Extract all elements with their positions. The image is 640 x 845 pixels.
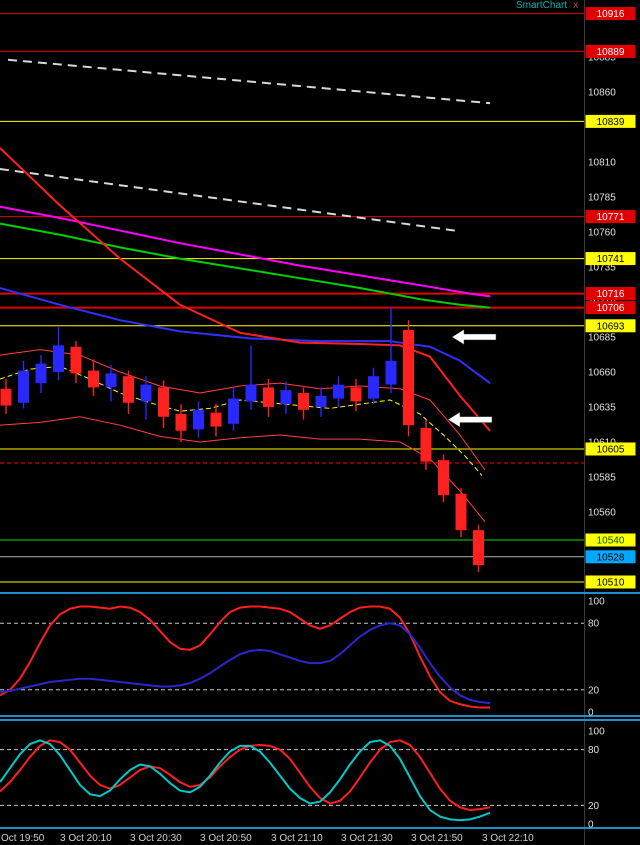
candle-body-27	[473, 530, 484, 566]
price-axis-label-10810: 10810	[588, 157, 616, 168]
oscillator-lower-cyan-line	[0, 739, 491, 822]
candle-body-0	[0, 388, 12, 406]
candle-body-18	[315, 395, 327, 407]
price-badge-10540	[585, 533, 636, 547]
oscillator-upper-scale-label-100: 100	[588, 597, 605, 608]
ma-magenta	[0, 205, 491, 298]
candle-body-15	[263, 387, 274, 407]
ma-yellow-fast	[0, 365, 483, 476]
price-badge-10771	[585, 210, 636, 224]
price-axis-label-10860: 10860	[588, 87, 616, 98]
candle-body-13	[228, 398, 239, 424]
candle-body-24	[420, 427, 432, 462]
oscillator-upper-blue-line	[0, 622, 491, 705]
candle-body-12	[210, 412, 222, 427]
price-badge-10605	[585, 442, 636, 456]
candle-body-2	[35, 363, 47, 384]
price-badge-10510	[585, 575, 636, 589]
main-chart-area[interactable]	[0, 13, 584, 583]
price-badge-label-10916: 10916	[597, 9, 625, 20]
price-badge-label-10771: 10771	[597, 212, 625, 223]
price-badge-label-10889: 10889	[597, 47, 625, 58]
price-badge-label-10605: 10605	[597, 444, 625, 455]
time-label-3-oct-22-10: 3 Oct 22:10	[482, 833, 534, 844]
window-title: SmartChart	[516, 0, 568, 11]
price-axis-label-10760: 10760	[588, 227, 616, 238]
candle-body-26	[455, 493, 467, 531]
price-badge-label-10706: 10706	[597, 303, 625, 314]
time-label-3-oct-21-50: 3 Oct 21:50	[411, 833, 463, 844]
close-icon[interactable]: x	[573, 0, 579, 11]
oscillator-upper-scale-label-80: 80	[588, 619, 600, 630]
candle-body-6	[105, 373, 117, 388]
price-badge-10741	[585, 252, 636, 266]
chart-titlebar: SmartChart x	[516, 0, 578, 11]
price-badge-10839	[585, 114, 636, 128]
oscillator-upper-scale-label-0: 0	[588, 708, 594, 719]
time-label-3-oct-21-10: 3 Oct 21:10	[271, 833, 323, 844]
time-label-3-oct-20-50: 3 Oct 20:50	[200, 833, 252, 844]
price-badge-10716	[585, 287, 636, 301]
price-badge-label-10540: 10540	[597, 535, 625, 546]
oscillator-lower-scale-label-100: 100	[588, 727, 605, 738]
price-badge-10693	[585, 319, 636, 333]
candle-body-3	[53, 345, 64, 372]
price-axis-label-10660: 10660	[588, 367, 616, 378]
candle-body-9	[158, 387, 169, 417]
oscillator-upper-red-line	[0, 605, 490, 709]
price-badge-10528	[585, 550, 636, 564]
time-label-3-oct-20-10: 3 Oct 20:10	[60, 833, 112, 844]
price-axis-label-10785: 10785	[588, 192, 616, 203]
time-label-3-oct-21-30: 3 Oct 21:30	[341, 833, 393, 844]
candle-body-19	[333, 384, 344, 399]
candle-body-11	[193, 409, 204, 430]
oscillator-lower-scale-label-20: 20	[588, 801, 600, 812]
oscillator-lower-scale-label-0: 0	[588, 820, 594, 831]
candle-body-4	[70, 346, 82, 374]
price-axis-label-10735: 10735	[588, 262, 616, 273]
price-badge-label-10510: 10510	[597, 577, 625, 588]
time-label-oct-19-50: Oct 19:50	[1, 833, 45, 844]
candle-body-16	[280, 390, 292, 405]
price-badge-label-10741: 10741	[597, 254, 625, 265]
candle-body-22	[385, 360, 397, 385]
candle-body-10	[175, 413, 187, 431]
left-arrow-icon-2[interactable]	[447, 411, 493, 428]
candle-body-21	[368, 376, 379, 399]
band-red-lower	[0, 416, 486, 523]
candle-body-14	[245, 384, 257, 402]
candle-body-25	[438, 460, 449, 496]
candle-body-20	[350, 387, 362, 402]
oscillator-upper-scale-label-20: 20	[588, 685, 600, 696]
candle-body-17	[298, 392, 309, 410]
price-badge-label-10528: 10528	[597, 552, 625, 563]
price-badge-label-10716: 10716	[597, 289, 625, 300]
ma-green	[0, 222, 491, 309]
price-badge-10916	[585, 7, 636, 21]
trendline-upper	[7, 58, 491, 105]
price-badge-label-10693: 10693	[597, 321, 625, 332]
price-axis-label-10560: 10560	[588, 507, 616, 518]
candle-body-23	[403, 329, 414, 426]
price-axis-label-10585: 10585	[588, 472, 616, 483]
oscillator-lower-red-line	[0, 739, 491, 812]
price-axis-label-10635: 10635	[588, 402, 616, 413]
ma-red-slow	[0, 147, 491, 432]
oscillator-lower-scale-label-80: 80	[588, 745, 600, 756]
price-axis-label-10685: 10685	[588, 332, 616, 343]
candle-body-8	[140, 384, 152, 402]
price-axis-label-10885: 10885	[588, 52, 616, 63]
price-badge-10706	[585, 301, 636, 315]
price-badge-label-10839: 10839	[597, 117, 625, 128]
candle-body-5	[88, 370, 99, 388]
price-badge-10889	[585, 44, 636, 58]
trendline-lower	[0, 167, 456, 232]
candle-body-7	[123, 376, 134, 403]
time-label-3-oct-20-30: 3 Oct 20:30	[130, 833, 182, 844]
band-red-upper	[0, 349, 486, 471]
candle-body-1	[18, 370, 29, 403]
left-arrow-icon-1[interactable]	[451, 329, 497, 345]
